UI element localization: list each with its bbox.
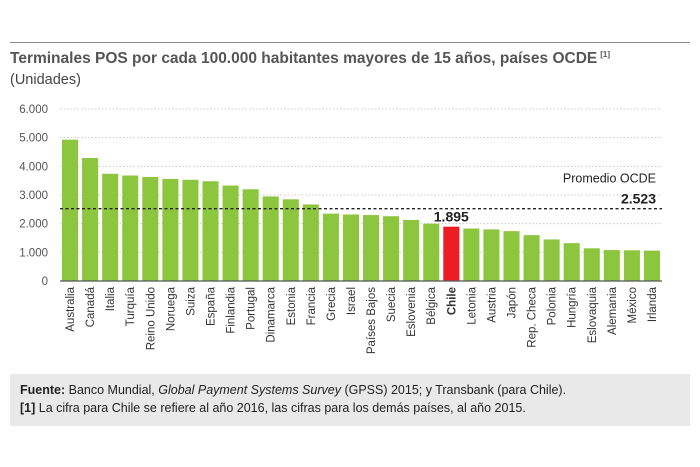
bar bbox=[643, 250, 660, 281]
bar bbox=[363, 215, 380, 281]
x-tick-label: Eslovaquia bbox=[587, 286, 599, 343]
x-tick-label: Irlanda bbox=[647, 286, 659, 322]
bar bbox=[122, 175, 139, 281]
x-tick-label: Italia bbox=[105, 286, 117, 311]
bar bbox=[102, 173, 119, 281]
x-tick-label: Países Bajos bbox=[366, 287, 378, 354]
x-tick-label: Finlandia bbox=[226, 286, 238, 333]
gridlines bbox=[60, 108, 662, 253]
bar bbox=[242, 189, 259, 281]
bar-chart: 0 1.000 2.000 3.000 4.000 5.000 6.000 1.895 Au… bbox=[19, 104, 662, 354]
x-tick-label: Suecia bbox=[386, 286, 398, 322]
notes-box: Fuente: Banco Mundial, Global Payment Sy… bbox=[10, 374, 690, 426]
x-tick-labels: Australia Canadá Italia Turquía Reino Unido N… bbox=[65, 286, 659, 354]
bar bbox=[523, 235, 540, 281]
bar bbox=[322, 213, 339, 281]
footnote-ref: [1] bbox=[20, 401, 36, 415]
x-tick-label: Eslovenia bbox=[406, 286, 418, 336]
bar bbox=[182, 179, 199, 281]
bar bbox=[403, 219, 420, 281]
bar bbox=[503, 231, 520, 281]
highlight-data-label: 1.895 bbox=[434, 209, 469, 225]
bar bbox=[282, 199, 299, 281]
y-tick-label: 2.000 bbox=[19, 219, 48, 231]
chart-title: Terminales POS por cada 100.000 habitant… bbox=[10, 50, 611, 68]
x-tick-label: Turquía bbox=[125, 286, 137, 326]
x-tick-label: Rep. Checa bbox=[527, 286, 539, 347]
title-footnote-ref: [1] bbox=[600, 50, 611, 59]
footnote: [1] La cifra para Chile se refiere al añ… bbox=[20, 401, 526, 415]
x-tick-label: Alemania bbox=[607, 286, 619, 335]
reference-line-value: 2.523 bbox=[621, 191, 656, 207]
x-tick-label: España bbox=[206, 286, 218, 326]
x-tick-label: Letonia bbox=[466, 286, 478, 324]
x-tick-label: Australia bbox=[65, 286, 77, 331]
bar bbox=[583, 248, 600, 281]
y-tick-label: 1.000 bbox=[19, 247, 48, 259]
x-tick-label: Noruega bbox=[165, 286, 177, 331]
y-tick-label: 0 bbox=[42, 276, 48, 288]
bar bbox=[302, 204, 319, 281]
top-rule bbox=[10, 42, 690, 43]
x-tick-label: Francia bbox=[306, 286, 318, 325]
x-tick-label: Israel bbox=[346, 287, 358, 315]
source-note: Fuente: Banco Mundial, Global Payment Sy… bbox=[20, 383, 566, 397]
bar bbox=[202, 181, 219, 281]
x-tick-label: México bbox=[627, 287, 639, 323]
bars: 1.895 bbox=[62, 139, 660, 281]
x-tick-label: Reino Unido bbox=[145, 287, 157, 350]
source-text-1: Banco Mundial, bbox=[65, 383, 159, 397]
bar bbox=[222, 185, 239, 281]
source-text-2: (GPSS) 2015; y Transbank (para Chile). bbox=[340, 383, 567, 397]
bar bbox=[543, 239, 560, 281]
bar bbox=[623, 250, 640, 281]
source-label: Fuente: bbox=[20, 383, 66, 397]
bar bbox=[62, 139, 79, 281]
source-italic: Global Payment Systems Survey bbox=[158, 383, 341, 397]
reference-line-label: Promedio OCDE bbox=[563, 172, 656, 186]
x-tick-label: Portugal bbox=[246, 287, 258, 330]
bar bbox=[383, 216, 400, 281]
x-tick-label: Dinamarca bbox=[266, 286, 278, 342]
x-tick-label: Chile bbox=[446, 287, 458, 315]
bar bbox=[463, 228, 480, 281]
y-tick-label: 3.000 bbox=[19, 190, 48, 202]
bar bbox=[563, 243, 580, 281]
x-tick-label: Estonia bbox=[286, 286, 298, 325]
bar bbox=[603, 250, 620, 281]
bar bbox=[82, 158, 99, 281]
footnote-text: La cifra para Chile se refiere al año 20… bbox=[35, 401, 526, 415]
x-tick-label: Japón bbox=[507, 287, 519, 318]
y-tick-labels: 0 1.000 2.000 3.000 4.000 5.000 6.000 bbox=[19, 104, 48, 288]
bar bbox=[342, 214, 359, 281]
bar bbox=[483, 229, 500, 281]
bar bbox=[162, 178, 179, 281]
chart-subtitle: (Unidades) bbox=[10, 72, 81, 88]
y-tick-label: 6.000 bbox=[19, 104, 48, 116]
y-tick-label: 5.000 bbox=[19, 133, 48, 145]
bar bbox=[423, 223, 440, 281]
y-tick-label: 4.000 bbox=[19, 161, 48, 173]
x-tick-label: Hungría bbox=[567, 286, 579, 328]
x-tick-label: Suiza bbox=[185, 286, 197, 315]
x-tick-label: Grecia bbox=[326, 286, 338, 320]
x-tick-label: Austria bbox=[486, 286, 498, 322]
x-tick-label: Canadá bbox=[85, 286, 97, 327]
x-tick-label: Bélgica bbox=[426, 286, 438, 324]
reference-line-group: Promedio OCDE 2.523 bbox=[60, 172, 662, 210]
x-tick-label: Polonia bbox=[547, 286, 559, 325]
bar bbox=[142, 176, 159, 281]
bar bbox=[262, 196, 279, 281]
bar bbox=[443, 226, 460, 281]
